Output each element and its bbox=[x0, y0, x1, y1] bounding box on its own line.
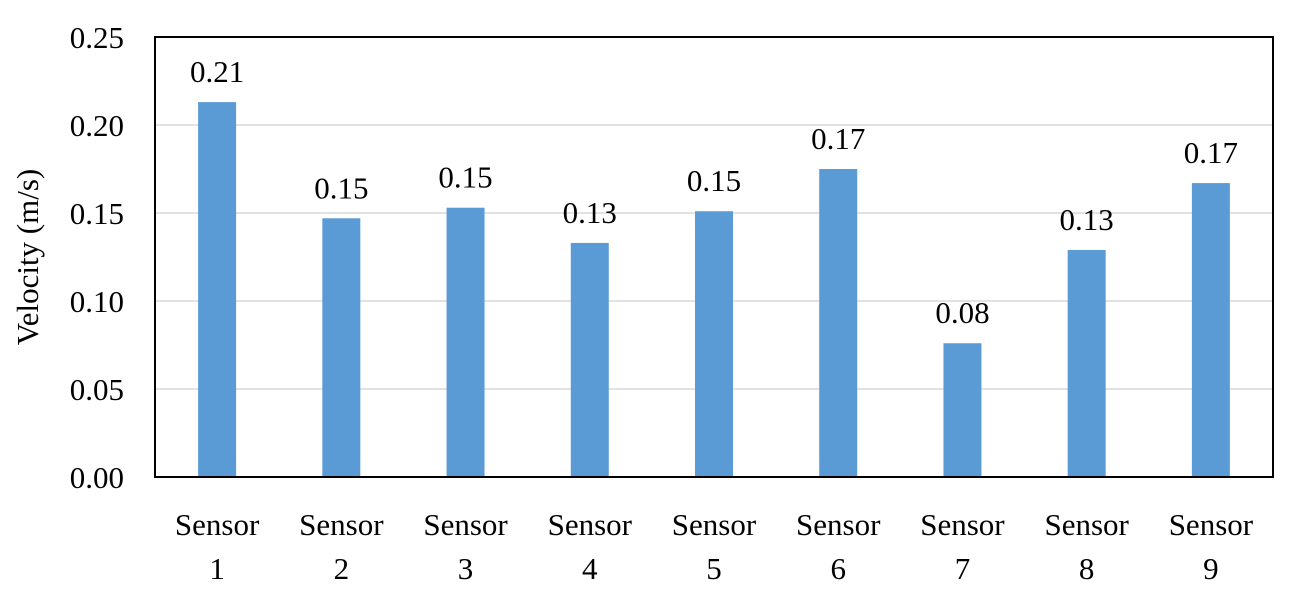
bar bbox=[570, 242, 609, 477]
x-category-label: 9 bbox=[1203, 551, 1219, 586]
y-axis-title: Velocity (m/s) bbox=[10, 169, 45, 346]
data-label: 0.13 bbox=[563, 195, 617, 230]
y-tick-label: 0.05 bbox=[70, 372, 124, 407]
data-labels: 0.21 0.15 0.15 0.13 0.15 0.17 0.08 0.13 0.17 bbox=[190, 54, 1238, 330]
y-tick-label: 0.10 bbox=[70, 284, 124, 319]
bar bbox=[1067, 249, 1106, 477]
y-tick-label: 0.25 bbox=[70, 20, 124, 55]
data-label: 0.17 bbox=[1184, 135, 1238, 170]
bar bbox=[695, 211, 733, 478]
x-category-label: Sensor bbox=[423, 507, 508, 542]
bars bbox=[198, 102, 1230, 478]
x-category-label: Sensor bbox=[1169, 507, 1254, 542]
x-category-label: Sensor bbox=[920, 507, 1005, 542]
x-category-label: 3 bbox=[458, 551, 474, 586]
y-axis-ticks: 0.00 0.05 0.10 0.15 0.20 0.25 bbox=[70, 20, 124, 495]
x-category-label: 7 bbox=[955, 551, 971, 586]
category-labels: Sensor 1 Sensor 2 Sensor 3 Sensor 4 Sensor 5 Senso… bbox=[175, 507, 1254, 586]
x-category-label: Sensor bbox=[796, 507, 881, 542]
data-label: 0.15 bbox=[314, 170, 368, 205]
x-category-label: Sensor bbox=[548, 507, 633, 542]
y-tick-label: 0.00 bbox=[70, 460, 124, 495]
y-tick-label: 0.15 bbox=[70, 196, 124, 231]
x-category-label: Sensor bbox=[299, 507, 384, 542]
y-tick-label: 0.20 bbox=[70, 108, 124, 143]
data-label: 0.21 bbox=[190, 54, 244, 89]
bar bbox=[943, 343, 982, 477]
x-category-label: 1 bbox=[209, 551, 225, 586]
bar bbox=[819, 169, 858, 477]
bar bbox=[322, 218, 361, 477]
x-category-label: Sensor bbox=[175, 507, 260, 542]
x-category-label: 6 bbox=[830, 551, 846, 586]
data-label: 0.15 bbox=[687, 163, 741, 198]
bar bbox=[198, 102, 237, 478]
x-category-label: 8 bbox=[1079, 551, 1095, 586]
x-category-label: 4 bbox=[582, 551, 598, 586]
data-label: 0.13 bbox=[1060, 202, 1114, 237]
data-label: 0.17 bbox=[811, 121, 865, 156]
x-category-label: 5 bbox=[706, 551, 722, 586]
x-category-label: Sensor bbox=[1044, 507, 1129, 542]
x-category-label: 2 bbox=[334, 551, 350, 586]
data-label: 0.08 bbox=[935, 295, 989, 330]
x-category-label: Sensor bbox=[672, 507, 757, 542]
plot-frame bbox=[154, 36, 1274, 478]
data-label: 0.15 bbox=[438, 160, 492, 195]
bar bbox=[1191, 183, 1230, 477]
bar bbox=[446, 207, 485, 477]
